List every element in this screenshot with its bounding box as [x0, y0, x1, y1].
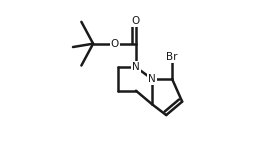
Text: N: N	[148, 74, 156, 84]
Text: O: O	[132, 16, 140, 26]
Text: O: O	[111, 39, 119, 49]
Text: N: N	[132, 62, 140, 72]
Text: Br: Br	[166, 52, 178, 62]
